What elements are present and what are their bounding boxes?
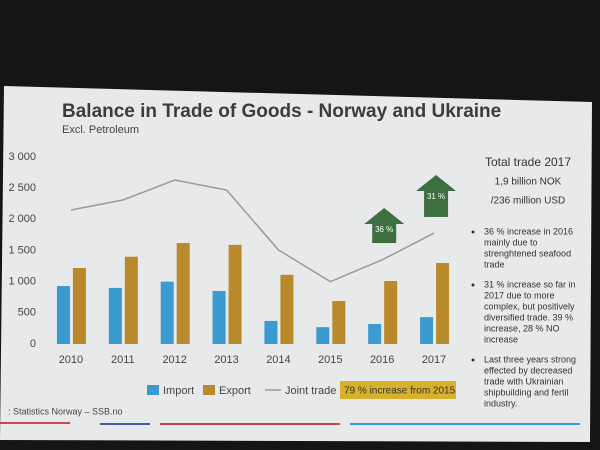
bar	[332, 300, 346, 344]
arrow-label: 31 %	[427, 192, 445, 201]
bullet-text: 2017 due to more	[484, 290, 555, 300]
y-tick-label: 2 000	[8, 213, 36, 225]
summary-line: Total trade 2017	[485, 155, 571, 169]
x-tick-label: 2016	[370, 354, 394, 366]
bullet-text: trade	[484, 259, 505, 269]
legend-swatch	[147, 385, 159, 395]
y-tick-label: 0	[30, 338, 36, 350]
bullet-dot	[471, 358, 475, 362]
y-tick-label: 500	[18, 307, 36, 319]
x-tick-label: 2015	[318, 354, 342, 366]
bullet-text: complex, but positively	[484, 301, 575, 311]
bullet-text: increase	[484, 334, 518, 344]
x-tick-label: 2014	[266, 354, 290, 366]
bullet-text: mainly due to	[484, 237, 538, 247]
x-tick-label: 2013	[214, 354, 238, 366]
bullet-text: increase, 28 % NO	[484, 323, 560, 333]
bar	[316, 327, 330, 344]
bar	[124, 256, 138, 344]
slide	[0, 86, 592, 442]
bullet-text: 31 % increase so far in	[484, 279, 576, 289]
legend-label: Import	[163, 385, 194, 397]
summary-line: /236 million USD	[491, 196, 565, 207]
bullet-text: industry.	[484, 398, 517, 408]
bullet-text: strenghtened seafood	[484, 248, 571, 258]
bullet-dot	[471, 283, 475, 287]
legend-label: Export	[219, 385, 251, 397]
bullet-text: effected by decreased	[484, 365, 572, 375]
arrow-label: 36 %	[375, 225, 393, 234]
bar	[228, 244, 242, 344]
y-tick-label: 2 500	[8, 182, 36, 194]
bar	[176, 243, 190, 344]
bar	[264, 320, 278, 344]
bar	[108, 287, 122, 344]
bar	[280, 274, 294, 344]
bullet-text: 36 % increase in 2016	[484, 226, 573, 236]
bar	[212, 291, 226, 344]
legend-swatch	[203, 385, 215, 395]
source: : Statistics Norway – SSB.no	[8, 406, 123, 416]
chart-title: Balance in Trade of Goods - Norway and U…	[62, 101, 501, 122]
bullet-text: diversified trade. 39 %	[484, 312, 573, 322]
bullet-text: trade with Ukrainian	[484, 376, 564, 386]
x-tick-label: 2012	[162, 354, 186, 366]
bar	[368, 324, 382, 344]
x-tick-label: 2010	[59, 354, 83, 366]
bar	[420, 317, 434, 344]
highlight-text: 79 % increase from 2015	[344, 386, 456, 397]
bullet-dot	[471, 230, 475, 234]
arrow	[364, 208, 405, 243]
bar	[384, 281, 398, 344]
x-tick-label: 2011	[111, 354, 135, 366]
bullet-text: shipbuilding and fertil	[484, 387, 569, 397]
y-tick-label: 1 500	[8, 244, 36, 256]
y-tick-label: 1 000	[8, 276, 36, 288]
y-tick-label: 3 000	[8, 151, 36, 163]
arrow	[416, 175, 457, 217]
subtitle: Excl. Petroleum	[62, 124, 139, 136]
bar	[72, 267, 86, 344]
summary-line: 1,9 billion NOK	[495, 177, 562, 188]
bar	[436, 262, 450, 344]
x-tick-label: 2017	[422, 354, 446, 366]
line	[70, 179, 435, 283]
legend-label: Joint trade	[285, 385, 336, 397]
bar	[56, 286, 70, 344]
highlight-box	[340, 381, 456, 399]
bar	[160, 281, 174, 344]
bullet-text: Last three years strong	[484, 354, 576, 364]
